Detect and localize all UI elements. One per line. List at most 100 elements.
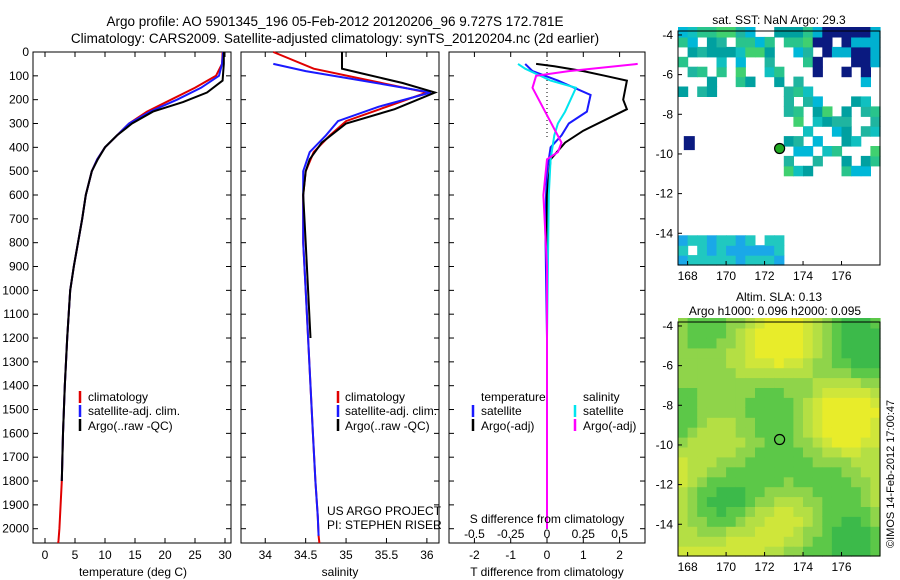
sla-cell — [697, 536, 708, 547]
sst-cell — [812, 136, 823, 147]
temperature-xtick-label: 5 — [72, 548, 79, 562]
sla-cell — [793, 417, 804, 428]
sst-cell — [764, 66, 775, 78]
sla-cell — [687, 546, 698, 557]
sla-cell — [745, 526, 756, 537]
salinity-xtick-label: 35.5 — [375, 548, 399, 562]
sla-cell — [822, 427, 833, 438]
sla-cell — [860, 387, 871, 398]
sst-cell — [764, 36, 775, 48]
sst-cell — [851, 27, 862, 38]
sst-cell — [870, 155, 881, 167]
sla-cell — [764, 318, 775, 329]
sla-cell — [812, 486, 823, 498]
sla-cell — [860, 417, 871, 428]
sla-xtick-label: 168 — [678, 560, 698, 574]
sla-cell — [745, 456, 756, 468]
sla-cell — [735, 427, 746, 438]
sla-cell — [851, 476, 862, 488]
sst-cell — [678, 86, 689, 97]
sla-cell — [803, 516, 814, 527]
sla-cell — [716, 437, 727, 448]
sla-cell — [735, 357, 746, 369]
sla-cell — [687, 476, 698, 488]
sst-cell — [726, 27, 737, 38]
sla-cell — [774, 337, 785, 349]
sla-cell — [812, 546, 823, 557]
depth-tick-label: 1500 — [2, 403, 29, 417]
sst-cell — [851, 96, 862, 107]
sla-cell — [860, 347, 871, 359]
sla-cell — [706, 446, 718, 458]
sst-cell — [716, 66, 727, 78]
sla-cell — [812, 437, 823, 448]
sla-cell — [851, 318, 862, 329]
sla-cell — [745, 486, 756, 498]
sla-cell — [755, 387, 766, 398]
sla-cell — [716, 327, 727, 339]
sla-cell — [783, 347, 794, 359]
difference-line-satellite — [524, 63, 592, 529]
sst-cell — [841, 136, 852, 147]
sla-cell — [706, 417, 718, 428]
figure-title-line1: Argo profile: AO 5901345_196 05-Feb-2012… — [106, 14, 563, 29]
sla-cell — [831, 506, 843, 517]
depth-tick-label: 1600 — [2, 426, 29, 440]
sla-cell — [678, 516, 689, 527]
sla-cell — [735, 456, 746, 468]
sst-xtick-label: 172 — [755, 269, 775, 283]
difference-line-sal_argo — [531, 62, 638, 529]
sla-cell — [678, 397, 689, 408]
depth-tick-label: 700 — [9, 212, 29, 226]
sla-cell — [783, 446, 794, 458]
sla-cell — [726, 347, 737, 359]
sla-cell — [764, 446, 775, 458]
sla-cell — [755, 476, 766, 488]
sla-cell — [706, 466, 718, 478]
legend-label-t-argo: Argo(-adj) — [481, 419, 534, 433]
sla-cell — [822, 476, 833, 488]
sla-cell — [716, 536, 727, 547]
sla-cell — [860, 546, 871, 557]
sla-cell — [697, 318, 708, 329]
sla-cell — [870, 446, 881, 458]
sla-cell — [735, 496, 746, 507]
sla-cell — [726, 476, 737, 488]
sla-cell — [764, 456, 775, 468]
sst-cell — [687, 66, 698, 78]
difference-s-xtick-label: -0.25 — [497, 527, 525, 541]
sst-cell — [735, 255, 746, 266]
sla-cell — [870, 506, 881, 517]
sla-cell — [841, 456, 852, 468]
sst-cell — [687, 46, 698, 58]
legend-label-climatology: climatology — [345, 390, 405, 404]
sst-cell — [764, 255, 775, 266]
sla-cell — [851, 536, 862, 547]
sla-cell — [774, 417, 785, 428]
depth-tick-label: 2000 — [2, 522, 29, 536]
sla-cell — [687, 397, 698, 408]
sla-ytick-label: -14 — [656, 517, 674, 531]
sla-cell — [803, 337, 814, 349]
sla-cell — [841, 466, 852, 478]
sla-cell — [726, 546, 737, 557]
sst-cell — [735, 66, 746, 78]
sla-cell — [745, 397, 756, 408]
sla-cell — [755, 397, 766, 408]
sla-cell — [706, 456, 718, 468]
sla-cell — [745, 417, 756, 428]
sla-cell — [851, 367, 862, 379]
sst-cell — [860, 126, 871, 137]
sla-cell — [764, 337, 775, 349]
sla-cell — [851, 357, 862, 369]
sla-cell — [793, 446, 804, 458]
sla-cell — [774, 357, 785, 369]
sla-cell — [716, 318, 727, 329]
sla-cell — [735, 327, 746, 339]
sst-cell — [851, 36, 862, 48]
sla-cell — [745, 437, 756, 448]
legend-label-satellite: satellite-adj. clim. — [345, 404, 437, 418]
sla-cell — [687, 377, 698, 388]
sst-cell — [870, 126, 881, 137]
sla-cell — [716, 377, 727, 388]
